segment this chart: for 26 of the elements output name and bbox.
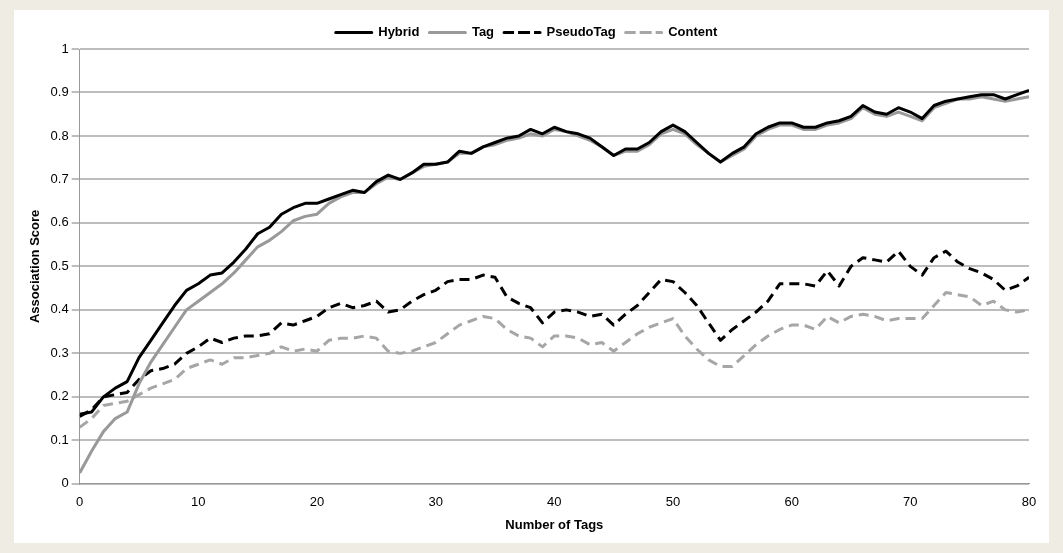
x-tick-label: 40: [547, 494, 562, 510]
y-tick-label: 0.9: [50, 84, 69, 100]
y-tick-label: 0.4: [50, 301, 69, 317]
legend-label: Tag: [471, 24, 495, 40]
x-tick-label: 30: [428, 494, 443, 510]
y-tick-label: 0.2: [50, 388, 69, 404]
y-tick-label: 0: [61, 475, 69, 491]
y-tick-label: 0.5: [50, 257, 69, 273]
x-tick-label: 70: [903, 494, 918, 510]
y-tick-label: 0.7: [50, 171, 69, 187]
y-tick-label: 0.6: [50, 214, 69, 230]
y-axis-title: Association Score: [27, 209, 43, 324]
x-tick-label: 50: [665, 494, 681, 510]
legend-label: Content: [668, 24, 718, 40]
y-tick-label: 1: [61, 40, 69, 56]
y-tick-label: 0.8: [50, 127, 69, 143]
x-tick-label: 0: [76, 494, 84, 510]
x-tick-label: 60: [784, 494, 799, 510]
legend-label: PseudoTag: [546, 24, 616, 40]
x-tick-label: 20: [309, 494, 325, 510]
x-axis-title: Number of Tags: [505, 516, 604, 532]
legend-label: Hybrid: [378, 24, 420, 40]
y-tick-label: 0.3: [50, 344, 69, 360]
x-tick-label: 10: [191, 494, 206, 510]
y-tick-label: 0.1: [50, 431, 69, 447]
x-tick-label: 80: [1021, 494, 1037, 510]
